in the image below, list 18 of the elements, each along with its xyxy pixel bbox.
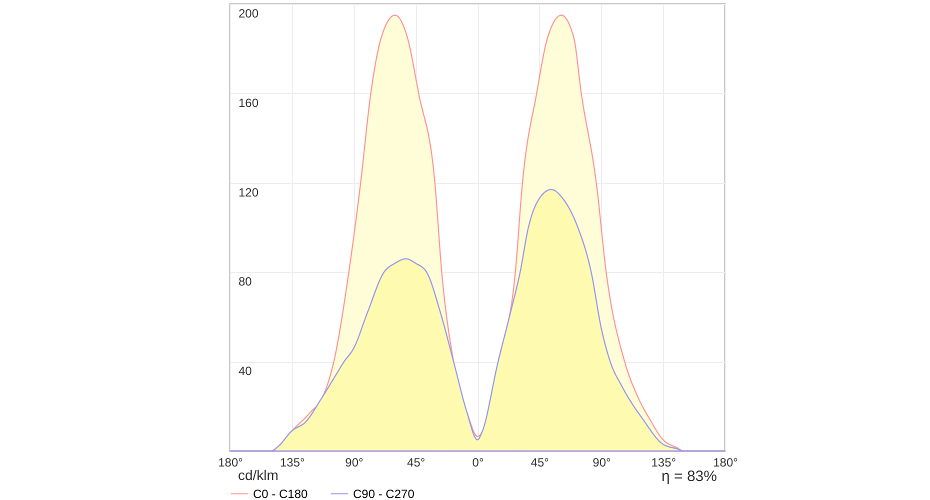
x-tick-label: 135° [280,456,305,470]
x-tick-label: 90° [592,456,612,470]
y-tick-label: 80 [238,274,252,289]
x-tick-label: 180° [218,456,244,470]
x-tick-label: 180° [713,456,738,470]
y-tick-label: 120 [238,185,259,200]
y-tick-label: 200 [238,6,259,20]
legend-label: C0 - C180 [253,486,308,500]
x-tick-label: 45° [530,456,550,470]
y-tick-label: 40 [238,364,252,378]
legend-label: C90 - C270 [353,486,415,500]
x-tick-label: 45° [407,456,426,470]
text: cd/klm [238,467,278,483]
x-tick-label: 90° [345,456,364,470]
text: η = 83% [662,468,717,485]
x-tick-label: 0° [472,456,484,470]
x-tick-label: 135° [651,456,676,470]
y-tick-label: 160 [238,96,259,110]
